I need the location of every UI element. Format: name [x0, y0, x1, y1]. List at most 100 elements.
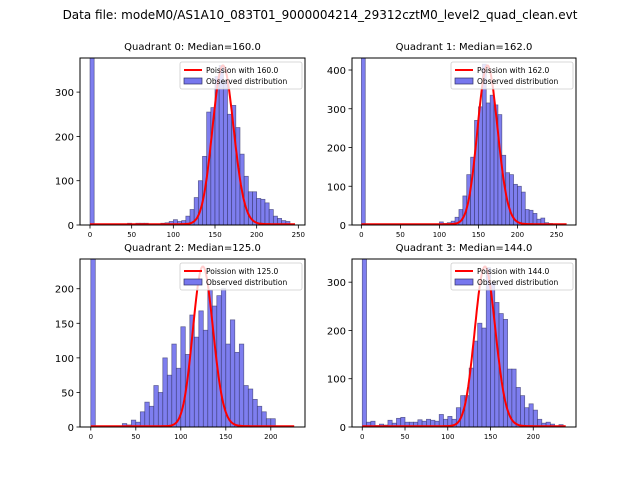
histogram-bar — [264, 202, 270, 225]
histogram-bar — [520, 395, 526, 427]
plot-area — [361, 58, 567, 225]
y-tick-label: 200 — [327, 144, 346, 155]
x-tick-label: 150 — [208, 231, 221, 239]
histogram-bar — [485, 102, 491, 225]
histogram-bar — [521, 191, 526, 225]
x-tick-label: 0 — [360, 433, 364, 441]
x-tick-label: 100 — [174, 433, 187, 441]
y-tick-label: 300 — [327, 278, 346, 289]
histogram-bar — [256, 198, 262, 225]
x-tick-label: 100 — [433, 231, 446, 239]
plot-area — [361, 259, 566, 427]
legend: Poission with 160.0 Observed distribution — [179, 61, 303, 90]
histogram-bar — [148, 405, 155, 427]
subplot-quadrant-3: Quadrant 3: Median=144.0 0 50 100 150 200 0 100… — [327, 243, 577, 441]
y-tick-label: 50 — [61, 388, 74, 399]
x-tick-label: 50 — [131, 433, 140, 441]
axes-frame — [351, 258, 577, 428]
histogram-bar — [511, 368, 517, 427]
histogram-bar — [528, 209, 534, 225]
axes-frame — [79, 258, 306, 428]
x-tick-label: 150 — [219, 433, 232, 441]
plot-area — [90, 259, 295, 427]
histogram-bar — [361, 58, 366, 225]
histogram-bar — [524, 407, 530, 427]
histogram-bar — [517, 185, 522, 225]
histogram-bar — [473, 340, 479, 427]
poisson-curve — [90, 265, 295, 427]
histogram-bar — [234, 351, 240, 427]
legend-label-poisson: Poission with 162.0 — [477, 66, 550, 75]
histogram-bar — [144, 401, 150, 427]
histogram-bar — [361, 259, 367, 427]
histogram-bar — [540, 217, 546, 225]
x-tick-label: 50 — [396, 231, 405, 239]
histogram-bar — [515, 387, 521, 427]
histogram-bar — [238, 343, 245, 427]
subplot-title: Quadrant 2: Median=125.0 — [124, 243, 261, 254]
x-tick-label: 200 — [250, 231, 263, 239]
histogram-bar — [261, 411, 267, 427]
histogram-bar — [489, 94, 495, 225]
subplot-title: Quadrant 1: Median=162.0 — [396, 42, 533, 53]
histogram-bar — [227, 113, 233, 225]
legend-bar-swatch — [183, 77, 203, 85]
histogram-bar — [90, 259, 96, 427]
x-tick-label: 100 — [441, 433, 454, 441]
legend: Poission with 125.0 Observed distribution — [179, 262, 303, 291]
histogram-bar — [166, 374, 173, 427]
x-tick-label: 100 — [167, 231, 180, 239]
x-tick-label: 250 — [292, 231, 305, 239]
x-tick-label: 50 — [401, 433, 410, 441]
histogram-bar — [157, 392, 164, 427]
y-tick-label: 300 — [55, 88, 74, 99]
poisson-curve — [362, 265, 566, 427]
y-tick-label: 0 — [340, 423, 346, 434]
legend-label-observed: Observed distribution — [477, 278, 558, 287]
x-tick-label: 0 — [359, 231, 363, 239]
legend-label-observed: Observed distribution — [477, 77, 558, 86]
legend-label-poisson: Poission with 125.0 — [206, 267, 279, 276]
histogram-bar — [229, 319, 236, 427]
histogram-bar — [252, 398, 258, 427]
y-tick-label: 100 — [55, 354, 74, 365]
histogram-bar — [270, 418, 276, 427]
legend-bar-swatch — [454, 278, 474, 286]
histogram-bar — [370, 420, 376, 427]
y-tick-label: 200 — [55, 132, 74, 143]
axes-frame — [79, 57, 306, 226]
legend-bar-swatch — [183, 278, 203, 286]
legend-label-poisson: Poission with 144.0 — [477, 267, 550, 276]
histogram-bar — [171, 343, 177, 427]
x-tick-label: 200 — [264, 433, 277, 441]
histogram-bar — [222, 80, 228, 225]
histogram-bar — [478, 106, 483, 225]
legend-frame — [179, 262, 303, 291]
legend-label-observed: Observed distribution — [206, 278, 287, 287]
y-tick-label: 150 — [55, 319, 74, 330]
poisson-curve — [90, 64, 295, 225]
x-tick-label: 150 — [472, 231, 485, 239]
x-tick-label: 250 — [550, 231, 563, 239]
histogram-bar — [153, 385, 159, 427]
histogram-bar — [532, 409, 538, 427]
histogram-bar — [247, 388, 254, 427]
figure-suptitle: Data file: modeM0/AS1A10_083T01_90000042… — [62, 8, 578, 22]
histogram-bar — [139, 411, 146, 427]
histogram-bar — [198, 310, 204, 427]
subplot-title: Quadrant 3: Median=144.0 — [396, 243, 533, 254]
y-tick-label: 0 — [68, 423, 74, 434]
y-tick-label: 200 — [55, 285, 74, 296]
histogram-bar — [243, 385, 249, 427]
axes-frame — [351, 57, 577, 226]
histogram-bar — [524, 209, 530, 225]
legend-frame — [450, 262, 574, 291]
y-tick-label: 100 — [55, 177, 74, 188]
y-tick-label: 0 — [68, 221, 74, 232]
y-tick-label: 400 — [327, 66, 346, 77]
x-tick-label: 150 — [484, 433, 497, 441]
legend-frame — [179, 61, 303, 90]
y-tick-label: 100 — [327, 182, 346, 193]
histogram-bar — [485, 267, 491, 427]
